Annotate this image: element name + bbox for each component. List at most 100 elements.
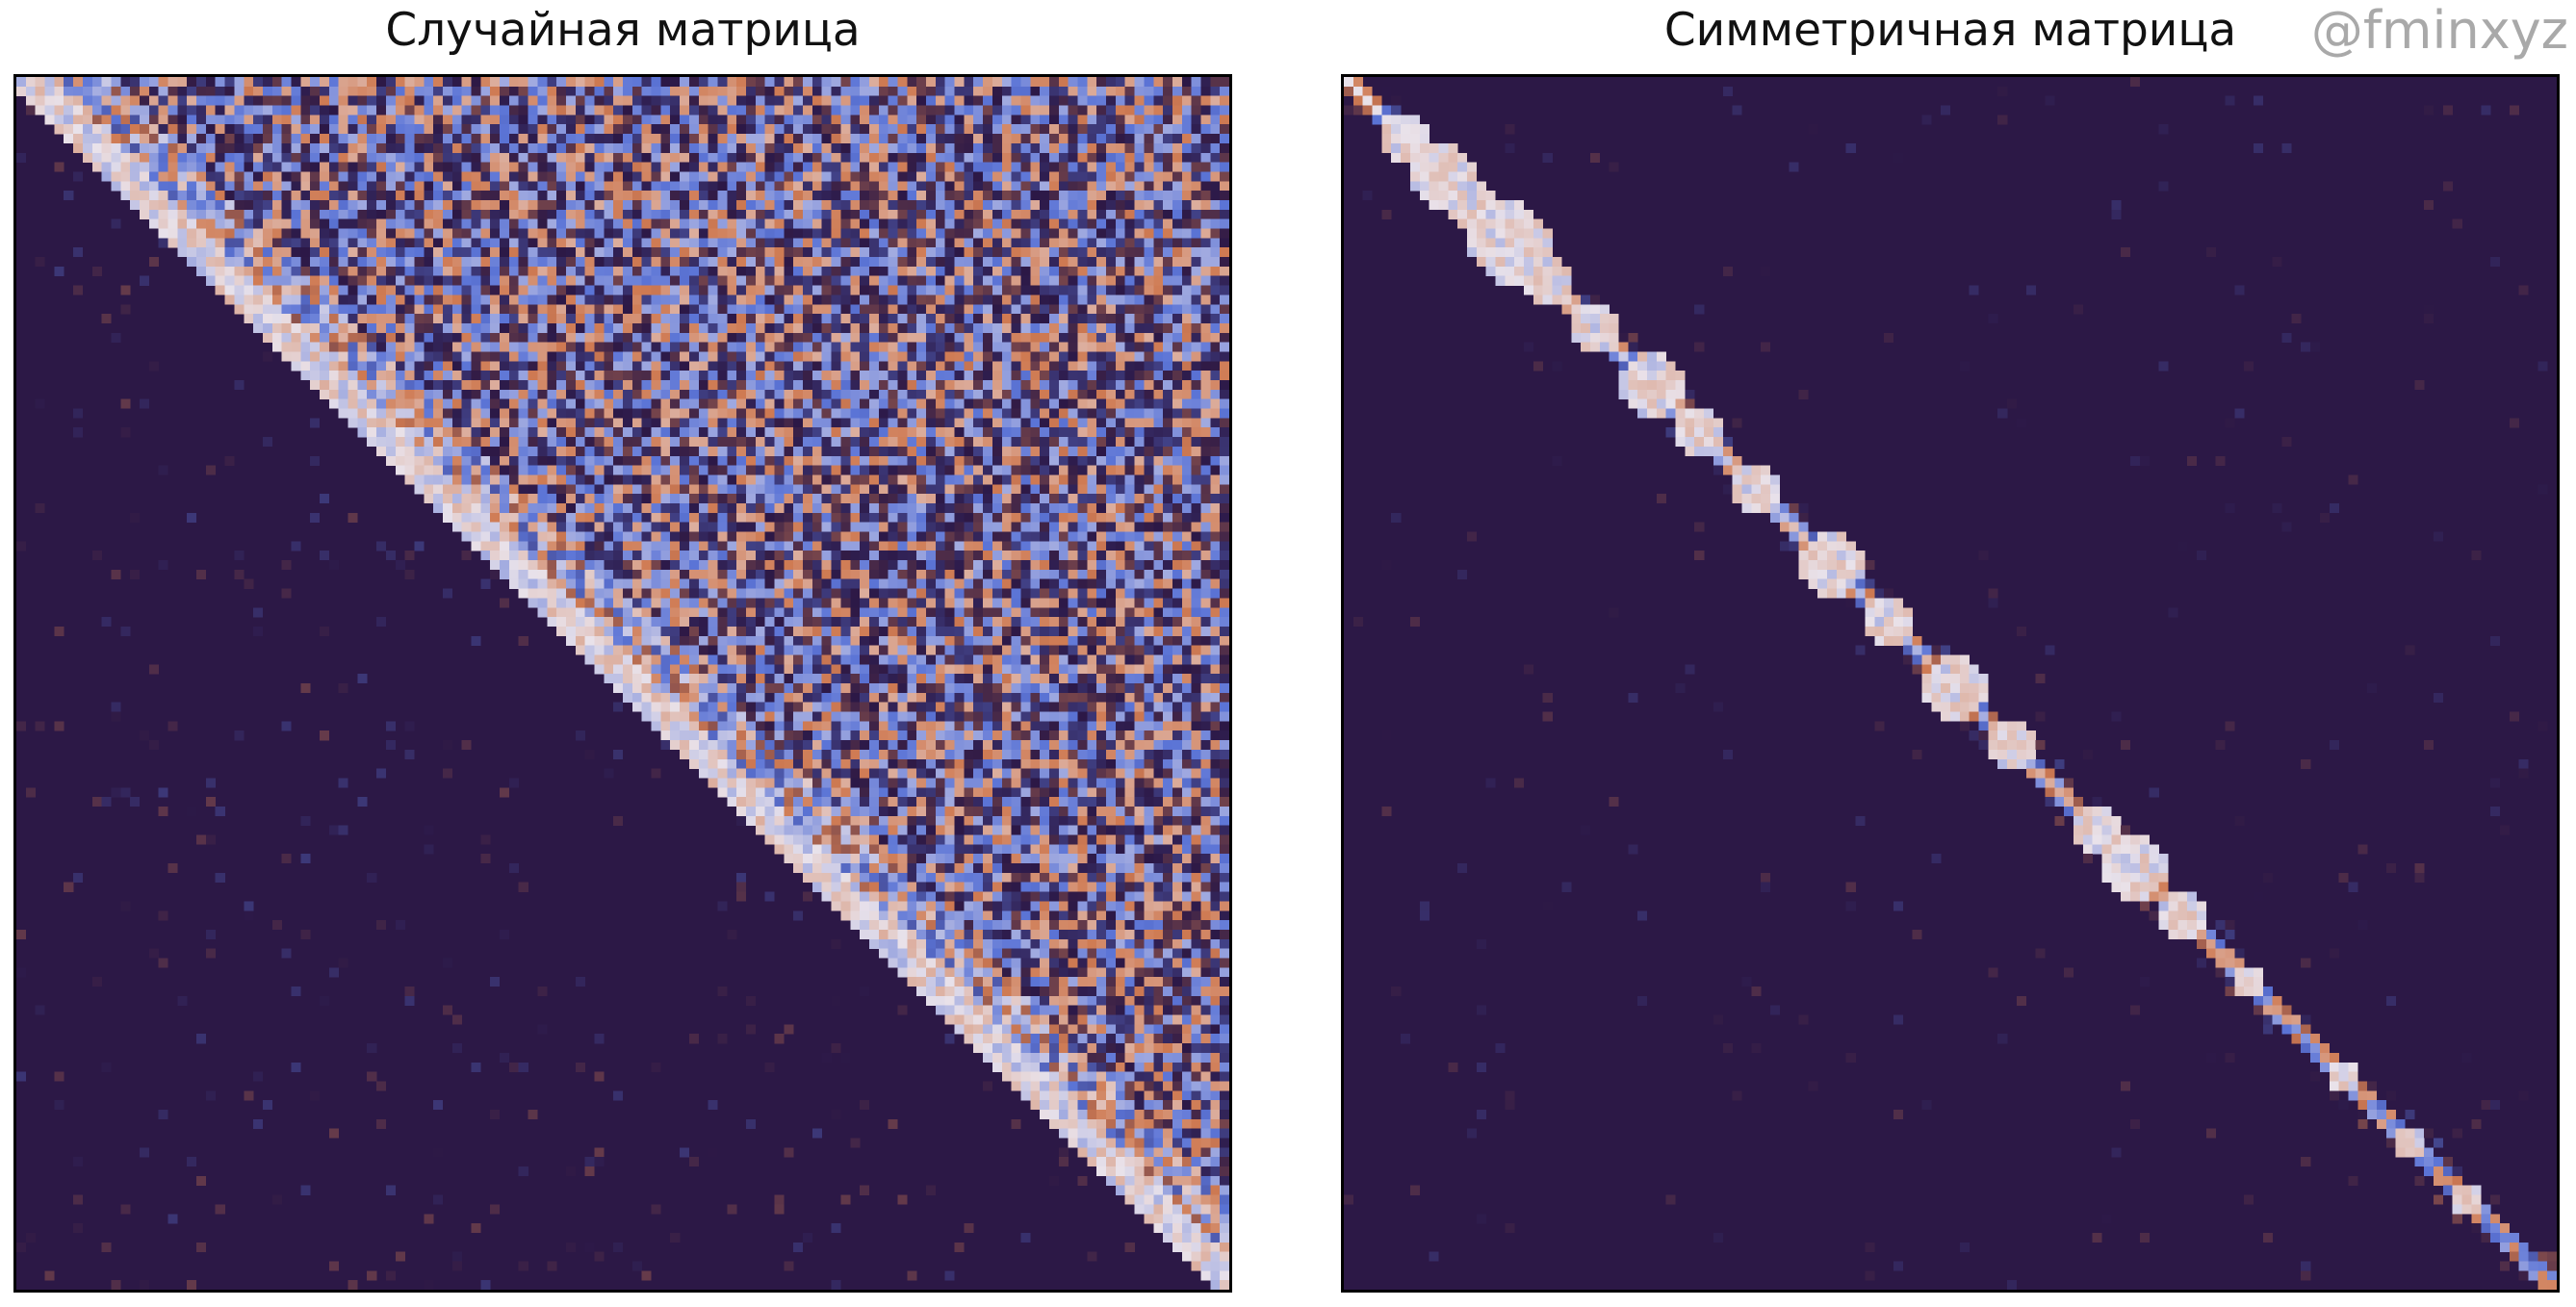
heatmap-cell: [803, 199, 813, 211]
heatmap-cell: [1030, 474, 1041, 485]
heatmap-cell: [357, 295, 368, 305]
heatmap-cell: [461, 351, 472, 362]
heatmap-cell: [641, 228, 652, 239]
heatmap-cell: [395, 380, 405, 391]
heatmap-cell: [395, 285, 405, 295]
heatmap-cell: [328, 266, 339, 276]
heatmap-cell: [944, 86, 955, 96]
heatmap-cell: [518, 455, 528, 466]
heatmap-cell: [271, 228, 282, 239]
heatmap-cell: [205, 115, 216, 125]
heatmap-cell: [698, 371, 708, 381]
heatmap-cell: [1191, 257, 1201, 268]
heatmap-cell: [964, 512, 974, 523]
heatmap-cell: [224, 275, 235, 286]
heatmap-cell: [831, 86, 841, 96]
heatmap-cell: [385, 275, 396, 286]
heatmap-cell: [727, 398, 737, 409]
heatmap-cell: [1191, 389, 1201, 399]
heatmap-cell: [500, 77, 510, 88]
heatmap-cell: [547, 502, 557, 514]
heatmap-cell: [424, 134, 434, 144]
heatmap-cell: [727, 322, 737, 333]
heatmap-cell: [708, 446, 718, 456]
heatmap-cell: [831, 342, 841, 352]
heatmap-cell: [471, 275, 481, 286]
heatmap-cell: [490, 465, 501, 475]
heatmap-cell: [262, 152, 272, 163]
heatmap-cell: [1220, 124, 1229, 135]
heatmap-cell: [954, 266, 965, 276]
heatmap-cell: [1020, 371, 1031, 381]
heatmap-cell: [964, 191, 974, 201]
heatmap-cell: [367, 115, 377, 125]
heatmap-cell: [584, 199, 595, 211]
heatmap-cell: [111, 124, 121, 135]
heatmap-cell: [300, 77, 311, 88]
heatmap-cell: [348, 152, 358, 163]
heatmap-cell: [480, 371, 491, 381]
heatmap-cell: [490, 285, 501, 295]
heatmap-cell: [631, 437, 642, 448]
heatmap-cell: [1144, 446, 1154, 456]
heatmap-cell: [1200, 285, 1211, 295]
heatmap-cell: [490, 351, 501, 362]
heatmap-cell: [262, 134, 272, 144]
heatmap-cell: [698, 124, 708, 135]
heatmap-cell: [916, 124, 927, 135]
heatmap-cell: [281, 247, 292, 258]
heatmap-cell: [395, 322, 405, 333]
heatmap-cell: [916, 257, 927, 268]
heatmap-cell: [537, 446, 548, 456]
heatmap-cell: [973, 332, 984, 343]
heatmap-cell: [1068, 218, 1078, 229]
heatmap-cell: [584, 408, 595, 419]
heatmap-cell: [623, 512, 633, 523]
heatmap-cell: [1048, 86, 1060, 96]
heatmap-cell: [1048, 371, 1060, 381]
heatmap-cell: [680, 77, 690, 88]
heatmap-cell: [897, 398, 908, 409]
heatmap-cell: [821, 408, 832, 419]
heatmap-cell: [291, 77, 301, 88]
heatmap-cell: [414, 134, 425, 144]
heatmap-cell: [680, 238, 690, 248]
heatmap-cell: [888, 371, 898, 381]
heatmap-cell: [840, 105, 851, 115]
heatmap-cell: [1220, 257, 1229, 268]
heatmap-cell: [291, 322, 301, 333]
heatmap-cell: [395, 455, 405, 466]
heatmap-cell: [1077, 446, 1088, 456]
heatmap-cell: [764, 427, 775, 438]
heatmap-cell: [1200, 152, 1211, 163]
heatmap-cell: [1210, 247, 1221, 258]
heatmap-cell: [404, 181, 415, 192]
heatmap-cell: [717, 228, 728, 239]
heatmap-cell: [547, 115, 557, 125]
heatmap-cell: [575, 209, 585, 219]
heatmap-cell: [291, 275, 301, 286]
heatmap-cell: [1077, 314, 1088, 324]
heatmap-cell: [850, 418, 861, 428]
heatmap-cell: [234, 142, 245, 153]
heatmap-cell: [177, 191, 188, 201]
heatmap-cell: [461, 266, 472, 276]
heatmap-cell: [300, 304, 311, 315]
heatmap-cell: [1001, 304, 1012, 315]
heatmap-cell: [1172, 275, 1182, 286]
heatmap-cell: [490, 398, 501, 409]
heatmap-cell: [320, 105, 330, 115]
heatmap-cell: [1096, 209, 1107, 219]
heatmap-cell: [348, 380, 358, 391]
heatmap-cell: [461, 95, 472, 106]
heatmap-cell: [727, 408, 737, 419]
heatmap-cell: [736, 494, 747, 504]
heatmap-cell: [414, 257, 425, 268]
heatmap-cell: [604, 209, 614, 219]
heatmap-cell: [1200, 238, 1211, 248]
heatmap-cell: [461, 380, 472, 391]
heatmap-cell: [964, 95, 974, 106]
heatmap-cell: [727, 389, 737, 399]
heatmap-cell: [698, 228, 708, 239]
heatmap-cell: [680, 474, 690, 485]
